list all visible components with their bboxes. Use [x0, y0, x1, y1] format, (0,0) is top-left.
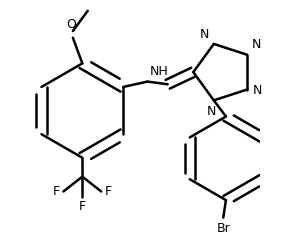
Text: Br: Br [217, 222, 230, 235]
Text: F: F [105, 185, 112, 198]
Text: O: O [67, 18, 76, 31]
Text: N: N [253, 84, 262, 97]
Text: N: N [207, 105, 216, 118]
Text: F: F [52, 185, 59, 198]
Text: NH: NH [150, 65, 169, 78]
Text: F: F [79, 199, 86, 213]
Text: N: N [252, 38, 261, 51]
Text: N: N [200, 28, 209, 41]
